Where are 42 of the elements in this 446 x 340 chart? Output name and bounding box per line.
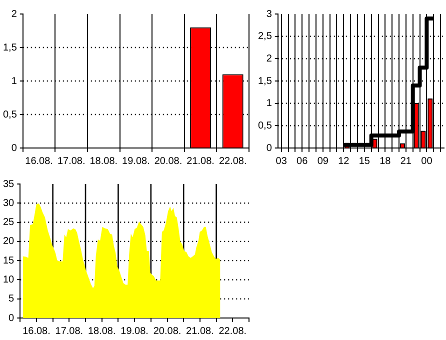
y-tick-label: 0,5 bbox=[258, 120, 272, 132]
x-tick-label: 16.08. bbox=[22, 326, 50, 337]
x-tick-label: 20.08. bbox=[154, 156, 182, 167]
x-tick-label: 20.08. bbox=[153, 326, 182, 337]
x-tick-label: 16.08. bbox=[25, 156, 53, 167]
y-tick-label: 2 bbox=[266, 53, 272, 64]
y-tick-label: 1 bbox=[11, 76, 18, 87]
x-tick-label: 12 bbox=[338, 156, 350, 167]
y-tick-label: 1,5 bbox=[2, 42, 18, 54]
y-tick-label: 35 bbox=[3, 178, 15, 190]
x-tick-label: 09 bbox=[317, 156, 329, 167]
y-tick-label: 20 bbox=[3, 236, 15, 248]
x-tick-label: 17.08. bbox=[55, 326, 84, 337]
x-tick-label: 21.08. bbox=[186, 326, 214, 337]
x-tick-label: 06 bbox=[296, 156, 308, 167]
y-tick-label: 5 bbox=[8, 294, 15, 305]
x-tick-label: 19.08. bbox=[120, 326, 148, 337]
y-tick-label: 1,5 bbox=[258, 76, 272, 87]
x-tick-label: 21.08. bbox=[186, 156, 214, 167]
x-tick-label: 00 bbox=[421, 156, 433, 167]
y-tick-label: 15 bbox=[3, 255, 15, 266]
x-tick-label: 17.08. bbox=[57, 156, 86, 167]
y-tick-label: 3 bbox=[266, 8, 272, 20]
x-tick-label: 03 bbox=[276, 156, 288, 167]
x-tick-label: 18.08. bbox=[88, 326, 116, 337]
y-tick-label: 30 bbox=[3, 198, 15, 209]
y-tick-label: 0 bbox=[266, 142, 272, 154]
x-tick-label: 18 bbox=[380, 156, 392, 167]
y-tick-label: 25 bbox=[3, 217, 15, 228]
y-tick-label: 2 bbox=[11, 8, 18, 20]
y-tick-label: 0,5 bbox=[2, 109, 18, 120]
x-tick-label: 18.08. bbox=[90, 156, 118, 167]
y-tick-label: 2,5 bbox=[258, 31, 272, 42]
x-tick-label: 21 bbox=[400, 156, 412, 167]
y-tick-label: 1 bbox=[266, 98, 272, 110]
x-tick-label: 22.08. bbox=[218, 156, 247, 167]
x-tick-label: 19.08. bbox=[122, 156, 150, 167]
y-tick-label: 0 bbox=[8, 312, 15, 324]
x-tick-label: 22.08. bbox=[218, 326, 247, 337]
y-tick-label: 10 bbox=[3, 274, 15, 286]
x-tick-label: 15 bbox=[358, 156, 370, 167]
y-tick-label: 0 bbox=[11, 142, 18, 154]
